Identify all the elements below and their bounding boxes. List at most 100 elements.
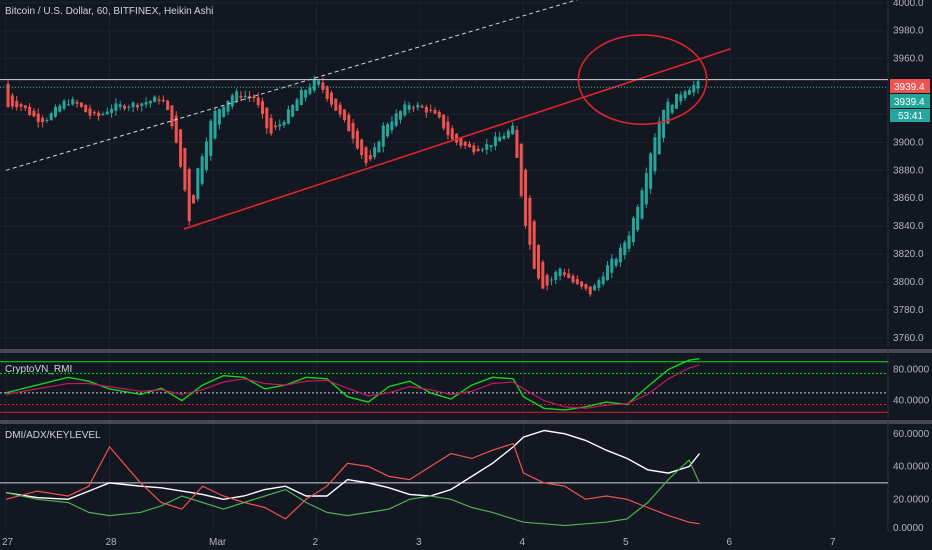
candle-body	[321, 82, 325, 91]
rmi-y-tick: 40.0000	[893, 396, 930, 407]
candle-body	[584, 284, 588, 289]
x-tick-label: 3	[416, 537, 422, 548]
candle-body	[446, 121, 450, 136]
candle-body	[562, 272, 566, 275]
candle-body	[140, 103, 144, 107]
candle-body	[360, 139, 364, 156]
candle-body	[153, 96, 157, 103]
candle-body	[528, 197, 532, 245]
candle-body	[524, 169, 528, 226]
candle-body	[36, 113, 40, 123]
candle-body	[222, 106, 226, 117]
y-tick-label: 3880.0	[893, 165, 924, 176]
candle-body	[295, 99, 299, 111]
candle-body	[317, 80, 321, 85]
di-minus-line	[5, 442, 700, 525]
candle-body	[498, 136, 502, 142]
candle-body	[79, 102, 83, 107]
candle-body	[62, 100, 66, 109]
candle-body	[537, 245, 541, 279]
chart-title: Bitcoin / U.S. Dollar, 60, BITFINEX, Hei…	[5, 6, 213, 17]
candle-body	[606, 265, 610, 281]
candle-body	[41, 117, 45, 123]
candle-body	[273, 125, 277, 128]
candle-body	[209, 120, 213, 156]
candle-body	[49, 113, 53, 120]
dashed-trendline	[5, 0, 578, 171]
candle-body	[15, 100, 19, 108]
candle-body	[135, 104, 139, 108]
candle-body	[450, 128, 454, 140]
candle-body	[541, 261, 545, 289]
candle-body	[45, 119, 49, 121]
y-tick-label: 3860.0	[893, 193, 924, 204]
candle-body	[493, 136, 497, 147]
adx-line	[5, 429, 701, 501]
x-tick-label: 6	[727, 537, 733, 548]
candle-body	[157, 99, 161, 101]
candle-body	[170, 105, 174, 127]
candle-body	[472, 145, 476, 153]
candle-body	[588, 286, 592, 295]
candle-body	[657, 121, 661, 155]
candle-body	[6, 83, 10, 107]
candle-body	[618, 247, 622, 263]
candle-body	[614, 258, 618, 266]
candle-body	[256, 97, 260, 105]
x-tick-label: 28	[106, 537, 118, 548]
candle-body	[204, 141, 208, 171]
candle-body	[455, 133, 459, 143]
candle-body	[66, 104, 70, 106]
bid-price-tag	[890, 94, 930, 108]
candle-body	[179, 129, 183, 167]
rmi-title: CryptoVN_RMI	[5, 364, 72, 375]
candle-body	[519, 143, 523, 196]
candle-body	[593, 285, 597, 291]
candle-body	[351, 123, 355, 139]
candle-body	[217, 108, 221, 125]
candle-body	[631, 217, 635, 243]
y-tick-label: 3960.0	[893, 54, 924, 65]
candle-body	[71, 99, 75, 105]
main-price-panel[interactable]: Bitcoin / U.S. Dollar, 60, BITFINEX, Hei…	[0, 0, 888, 297]
candle-body	[131, 102, 135, 108]
candle-body	[549, 279, 553, 281]
candle-body	[105, 111, 109, 115]
y-tick-label: 3900.0	[893, 137, 924, 148]
y-tick-label: 3980.0	[893, 26, 924, 37]
candle-body	[269, 117, 273, 134]
candle-body	[84, 104, 88, 113]
dmi-indicator-panel[interactable]: DMI/ADX/KEYLEVEL	[0, 429, 888, 527]
candle-body	[230, 95, 234, 107]
candle-body	[502, 135, 506, 140]
candle-body	[683, 91, 687, 98]
candle-body	[468, 143, 472, 148]
rmi-signal-line	[5, 364, 700, 410]
dmi-y-tick: 40.0000	[893, 462, 930, 473]
candle-body	[442, 114, 446, 129]
x-tick-label: Mar	[209, 537, 227, 548]
candle-body	[304, 90, 308, 98]
candle-body	[377, 141, 381, 153]
candle-body	[424, 106, 428, 113]
candle-body	[261, 101, 265, 114]
candle-body	[110, 108, 114, 113]
dmi-y-tick: 60.0000	[893, 429, 930, 440]
candle-body	[692, 84, 696, 93]
candle-body	[114, 103, 118, 111]
candle-body	[325, 86, 329, 100]
candle-body	[58, 105, 62, 112]
candle-body	[463, 141, 467, 146]
candle-body	[291, 104, 295, 117]
candle-body	[420, 106, 424, 108]
rmi-indicator-panel[interactable]: CryptoVN_RMI	[0, 358, 888, 413]
candle-body	[636, 206, 640, 231]
candle-body	[390, 121, 394, 131]
candle-body	[32, 110, 36, 117]
candle-body	[373, 147, 377, 158]
dmi-y-tick: 20.0000	[893, 494, 930, 505]
candle-body	[334, 98, 338, 111]
candle-body	[571, 275, 575, 283]
